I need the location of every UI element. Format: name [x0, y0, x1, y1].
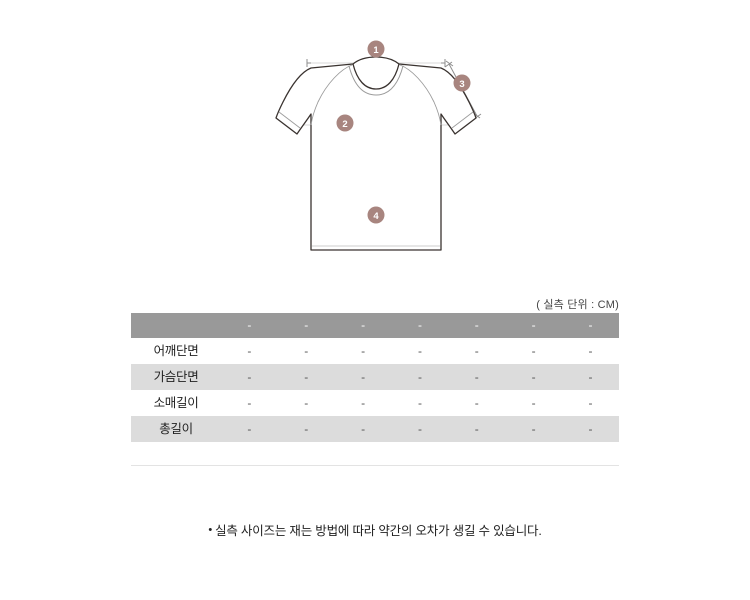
cell-chest-7: - [562, 364, 619, 390]
cell-shoulder-2: - [277, 338, 335, 364]
header-cell-size-5: - [448, 313, 506, 338]
marker-4-total-length: 4 [367, 206, 385, 224]
cell-sleeve-6: - [505, 390, 563, 416]
row-label-sleeve: 소매길이 [131, 390, 221, 416]
tshirt-outline [275, 56, 477, 251]
table-row: 어깨단면 - - - - - - - [131, 338, 619, 364]
header-cell-size-4: - [391, 313, 449, 338]
cell-shoulder-6: - [505, 338, 563, 364]
cell-chest-3: - [334, 364, 392, 390]
marker-3-sleeve-length: 3 [453, 74, 471, 92]
shoulder-arrow-caps [306, 59, 446, 67]
marker-1-label: 1 [373, 45, 379, 56]
row-label-shoulder: 어깨단면 [131, 338, 221, 364]
cell-sleeve-2: - [277, 390, 335, 416]
cell-total-4: - [391, 416, 449, 442]
cell-chest-2: - [277, 364, 335, 390]
table-row: 총길이 - - - - - - - [131, 416, 619, 442]
cell-shoulder-7: - [562, 338, 619, 364]
cell-shoulder-1: - [221, 338, 278, 364]
cell-total-6: - [505, 416, 563, 442]
marker-4-label: 4 [373, 211, 379, 222]
sleeve-cuff-hems [278, 111, 474, 129]
measurement-disclaimer: • 실측 사이즈는 재는 방법에 따라 약간의 오차가 생길 수 있습니다. [0, 520, 750, 539]
cell-sleeve-1: - [221, 390, 278, 416]
cell-shoulder-4: - [391, 338, 449, 364]
row-label-total-length: 총길이 [131, 416, 221, 442]
cell-chest-4: - [391, 364, 449, 390]
cell-total-3: - [334, 416, 392, 442]
cell-chest-5: - [448, 364, 506, 390]
cell-total-5: - [448, 416, 506, 442]
measurement-unit-note: ( 실측 단위 : CM) [536, 299, 619, 311]
marker-2-label: 2 [342, 119, 347, 130]
header-cell-size-3: - [334, 313, 392, 338]
table-row: 가슴단면 - - - - - - - [131, 364, 619, 390]
size-table: - - - - - - - 어깨단면 - - - - - - - 가슴단면 [131, 313, 619, 442]
row-label-chest: 가슴단면 [131, 364, 221, 390]
cell-total-1: - [221, 416, 278, 442]
section-divider [131, 465, 619, 466]
collar-ribbing-line [348, 65, 404, 96]
marker-3-label: 3 [459, 79, 464, 90]
cell-shoulder-5: - [448, 338, 506, 364]
header-cell-measurement [131, 313, 221, 338]
table-header-row: - - - - - - - [131, 313, 619, 338]
header-cell-size-1: - [221, 313, 278, 338]
cell-chest-6: - [505, 364, 563, 390]
cell-sleeve-5: - [448, 390, 506, 416]
tshirt-measurement-diagram: 1 2 3 4 [255, 28, 505, 273]
collar-neckline [352, 63, 400, 90]
cell-sleeve-7: - [562, 390, 619, 416]
cell-chest-1: - [221, 364, 278, 390]
measurement-disclaimer-text: 실측 사이즈는 재는 방법에 따라 약간의 오차가 생길 수 있습니다. [215, 524, 542, 538]
header-cell-size-2: - [277, 313, 335, 338]
marker-2-chest-width: 2 [336, 114, 354, 132]
header-cell-size-6: - [505, 313, 563, 338]
cell-total-7: - [562, 416, 619, 442]
header-cell-size-7: - [562, 313, 619, 338]
marker-1-shoulder-width: 1 [367, 40, 385, 58]
bullet-icon: • [208, 524, 213, 536]
cell-shoulder-3: - [334, 338, 392, 364]
cell-total-2: - [277, 416, 335, 442]
shoulder-seam-lines [310, 64, 442, 126]
cell-sleeve-4: - [391, 390, 449, 416]
table-row: 소매길이 - - - - - - - [131, 390, 619, 416]
cell-sleeve-3: - [334, 390, 392, 416]
